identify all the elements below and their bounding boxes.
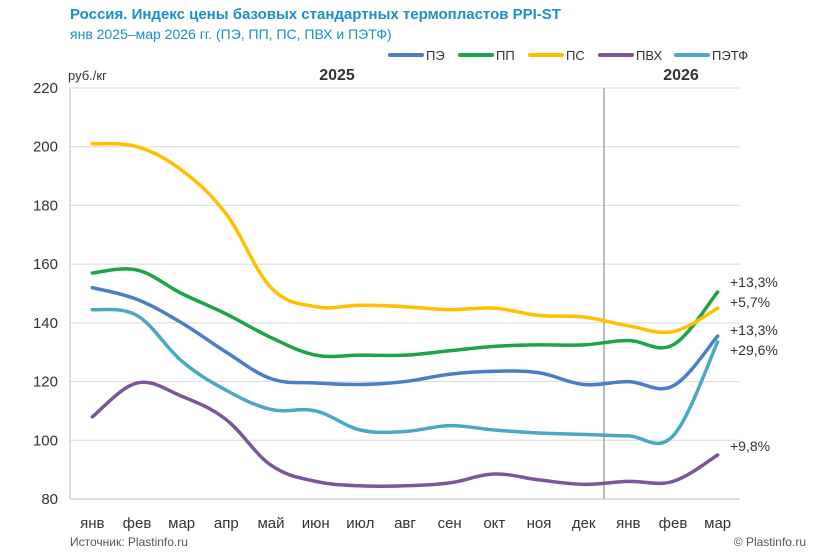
y-tick-label: 140 <box>33 315 58 332</box>
y-tick-label: 120 <box>33 374 58 391</box>
series-lines <box>90 141 720 489</box>
x-tick-label: сен <box>438 515 462 532</box>
y-tick-label: 80 <box>41 491 58 508</box>
x-tick-label: дек <box>572 515 596 532</box>
x-tick-label: фев <box>123 515 152 532</box>
change-label-ПС: +5,7% <box>730 294 770 310</box>
copyright-note: © Plastinfo.ru <box>733 535 806 549</box>
x-tick-label: янв <box>616 515 640 532</box>
axes: 80 100 120 140 160 180 200 220 руб./кг 2025 2026 ян… <box>33 67 740 532</box>
legend-label: ПП <box>496 48 515 63</box>
legend-label: ПВХ <box>636 48 662 63</box>
y-tick-label: 220 <box>33 80 58 97</box>
x-tick-label: май <box>257 515 284 532</box>
x-tick-label: мар <box>168 515 195 532</box>
y-tick-label: 160 <box>33 256 58 273</box>
change-label-ПП: +13,3% <box>730 274 778 290</box>
x-tick-label: авг <box>394 515 416 532</box>
series-line-ПВХ <box>90 380 720 489</box>
y-axis-unit: руб./кг <box>68 68 107 83</box>
series-line-ПЭ <box>90 285 720 391</box>
x-tick-label: июл <box>346 515 374 532</box>
series-line-ПС <box>90 141 720 335</box>
legend: ПЭ ПП ПС ПВХ ПЭТФ <box>388 48 748 63</box>
series-line-ПЭТФ <box>90 307 720 446</box>
y-tick-label: 100 <box>33 432 58 449</box>
change-label-ПЭ: +13,3% <box>730 322 778 338</box>
x-tick-label: июн <box>302 515 330 532</box>
x-tick-label: мар <box>704 515 731 532</box>
change-label-ПВХ: +9,8% <box>730 438 770 454</box>
year-label-2025: 2025 <box>319 67 355 84</box>
chart-subtitle: янв 2025–мар 2026 гг. (ПЭ, ПП, ПС, ПВХ и… <box>70 26 392 42</box>
legend-label: ПЭТФ <box>712 48 748 63</box>
x-tick-label: ноя <box>527 515 552 532</box>
series-line-ПП <box>90 267 720 359</box>
x-tick-label: янв <box>80 515 104 532</box>
x-tick-label: окт <box>483 515 505 532</box>
data-labels: +13,3% +13,3% +5,7% +9,8% +29,6% <box>730 274 778 454</box>
source-note: Источник: Plastinfo.ru <box>70 535 188 549</box>
legend-label: ПС <box>566 48 585 63</box>
y-tick-label: 200 <box>33 139 58 156</box>
year-label-2026: 2026 <box>663 67 699 84</box>
change-label-ПЭТФ: +29,6% <box>730 342 778 358</box>
x-tick-label: апр <box>214 515 239 532</box>
x-tick-label: фев <box>659 515 688 532</box>
chart-title: Россия. Индекс цены базовых стандартных … <box>70 6 561 23</box>
y-tick-label: 180 <box>33 197 58 214</box>
legend-label: ПЭ <box>426 48 445 63</box>
